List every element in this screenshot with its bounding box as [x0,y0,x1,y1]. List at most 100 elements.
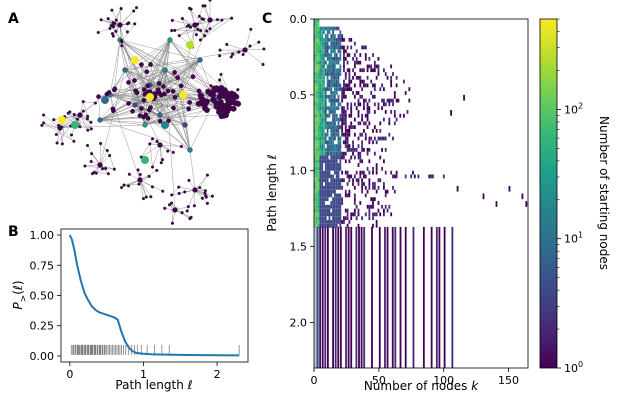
heat-cell [364,212,367,217]
heat-cell [344,72,347,76]
heat-cell [390,98,393,103]
network-node [145,115,151,121]
heat-cell [317,113,320,118]
heat-cell [330,212,333,217]
network-node [69,133,74,137]
heat-column [316,226,319,368]
heat-cell [359,60,362,65]
heat-cell [343,216,345,221]
heat-cell [314,132,316,137]
heat-cell [332,178,334,183]
heat-cell [361,147,364,152]
heat-column [326,226,329,368]
network-node [163,206,167,210]
heat-cell [341,45,344,50]
heat-cell [326,121,329,126]
heat-cell [317,185,320,190]
y-tick-label: 1.00 [30,229,55,242]
heat-cell [352,75,354,80]
heat-cell [319,102,322,107]
heat-cell [328,37,331,42]
heat-cell [359,79,362,84]
heat-cell [326,212,329,217]
heat-cell [328,68,331,73]
heat-cell [379,178,382,183]
heat-cell [333,163,336,167]
heat-column [451,226,454,368]
heat-cell [372,68,374,73]
network-edge [149,143,153,168]
heat-cell [339,201,342,205]
heat-cell [326,129,329,133]
heat-cell [335,193,338,198]
heat-cell [319,197,322,202]
network-node [187,100,193,105]
heat-cell [324,68,327,73]
heat-cell [332,155,334,160]
heat-cell [317,174,320,179]
heat-cell [370,197,373,202]
heat-cell [359,132,362,137]
heat-cell [395,170,398,175]
heat-cell [353,208,356,213]
heat-cell [332,159,334,164]
network-edge [99,114,161,121]
heat-cell [368,140,371,145]
heat-cell [355,91,358,95]
heat-cell [337,117,340,122]
heat-cell [323,102,325,107]
heat-cell [382,136,385,141]
heat-cell [344,151,347,156]
network-edge [171,202,191,219]
network-node [166,149,170,153]
heat-cell [315,34,318,38]
heat-cell [353,197,356,202]
heat-cell [388,98,391,103]
heat-cell [332,106,334,111]
network-node [167,37,173,43]
heat-column [438,226,441,368]
network-node [83,164,87,168]
network-node [132,102,138,108]
heat-cell [315,91,318,95]
heat-column [399,226,402,368]
heat-cell [326,30,329,35]
heat-cell [355,170,358,175]
network-edge [172,20,196,26]
heat-cell [315,189,318,194]
network-node [161,189,165,193]
heat-cell [339,216,342,221]
heat-cell [328,121,331,126]
network-edge [184,99,216,126]
heat-cell [315,117,318,122]
network-node [155,139,159,143]
heat-cell [333,204,336,209]
heat-cell [364,45,367,50]
heat-cell [339,166,342,171]
heat-cell [324,174,327,179]
heat-cell [330,140,333,145]
network-node [156,89,162,95]
panel-b-y-ticks: 0.000.250.500.751.00 [30,229,61,363]
heat-cell [332,223,334,228]
heat-cell [335,159,338,164]
heat-cell [321,140,324,145]
heat-cell [353,60,356,65]
heat-cell [346,132,349,137]
network-edge [119,8,122,26]
heat-cell [357,75,360,80]
heat-cell [314,102,316,107]
heat-cell [343,132,345,137]
heat-cell [321,212,324,217]
network-node [97,117,103,123]
heat-cell [359,94,362,99]
network-edge [164,69,176,211]
heat-cell [321,189,324,194]
heat-cell [319,75,322,80]
heat-cell [359,201,362,205]
heat-cell [326,87,329,92]
heat-cell [335,91,338,95]
heat-cell [319,72,322,76]
heat-cell [323,129,325,133]
heat-cell [314,201,316,205]
